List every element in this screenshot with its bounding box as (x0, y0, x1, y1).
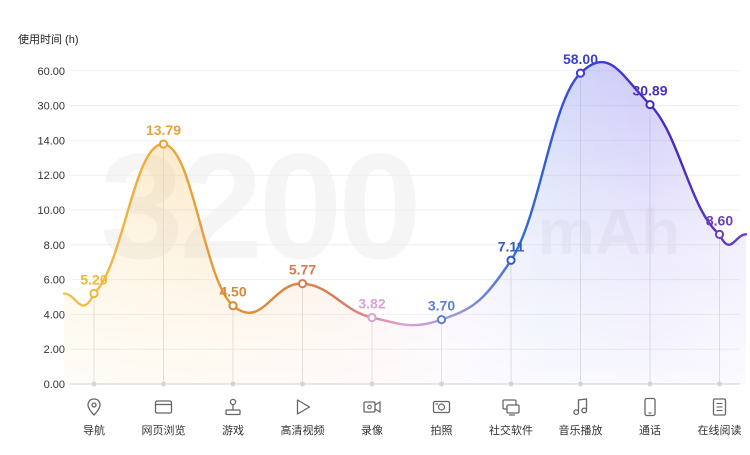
y-axis-title: 使用时间 (h) (18, 33, 79, 46)
data-label: 13.79 (146, 122, 181, 138)
y-tick-label: 10.00 (37, 205, 65, 217)
data-point (436, 315, 447, 325)
data-point (297, 279, 308, 289)
chat-window-icon (502, 399, 520, 416)
y-tick-label: 30.00 (37, 101, 65, 113)
joystick-icon (225, 398, 241, 416)
data-point (158, 139, 169, 149)
data-point (506, 255, 516, 265)
x-tick-label: 游戏 (222, 424, 244, 437)
category-labels: 导航 网页浏览 游戏 高清视频 录像 拍照 社交软件 音乐播放 通话 在线阅读 (83, 397, 742, 437)
browser-window-icon (154, 400, 173, 414)
x-tick-label: 通话 (639, 424, 661, 437)
data-point (575, 68, 586, 78)
data-label: 7.11 (498, 238, 525, 254)
data-label: 3.70 (428, 298, 455, 314)
data-label: 4.50 (219, 284, 246, 300)
data-point (645, 99, 655, 110)
data-point (228, 301, 238, 311)
x-tick-label: 导航 (83, 423, 105, 437)
data-label: 58.00 (563, 51, 598, 67)
data-label: 3.82 (358, 296, 385, 312)
location-pin-icon (87, 398, 101, 416)
x-tick-label: 录像 (361, 424, 383, 437)
data-points: 5.20 13.79 4.50 5.77 3.82 3.70 7.11 58.00 30.89 8… (80, 51, 733, 325)
y-tick-label: 8.00 (44, 240, 65, 252)
data-label: 5.77 (289, 262, 316, 278)
y-tick-label: 2.00 (44, 344, 65, 356)
data-point (89, 288, 99, 299)
data-point (367, 312, 377, 323)
music-note-icon (573, 398, 588, 416)
data-label: 30.89 (632, 83, 667, 99)
data-label: 8.60 (706, 212, 733, 228)
camcorder-icon (363, 400, 381, 414)
y-tick-label: 0.00 (44, 379, 65, 391)
phone-icon (644, 397, 656, 417)
y-tick-label: 6.00 (44, 275, 65, 287)
x-tick-label: 拍照 (431, 423, 453, 437)
y-tick-label: 14.00 (37, 135, 65, 147)
x-tick-label: 社交软件 (489, 423, 533, 437)
y-tick-label: 12.00 (37, 170, 65, 182)
x-tick-label: 在线阅读 (698, 423, 742, 437)
x-tick-label: 网页浏览 (142, 423, 186, 437)
x-tick-label: 高清视频 (281, 423, 325, 437)
play-icon (296, 399, 311, 415)
x-tick-label: 音乐播放 (559, 423, 603, 437)
camera-icon (432, 400, 451, 414)
y-tick-label: 4.00 (44, 309, 65, 321)
series-area-fill (64, 62, 746, 385)
data-point (714, 229, 725, 239)
y-tick-label: 60.00 (37, 66, 65, 78)
data-label: 5.20 (80, 272, 107, 288)
document-icon (712, 398, 727, 416)
